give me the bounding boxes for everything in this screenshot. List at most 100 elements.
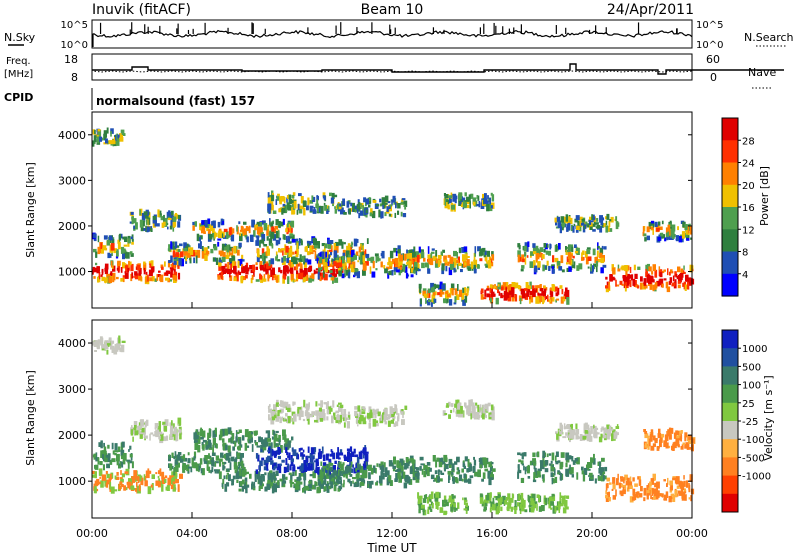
velocity-cell xyxy=(561,498,565,505)
power-cell xyxy=(141,213,146,221)
velocity-cell xyxy=(308,481,312,484)
velocity-cell xyxy=(274,483,277,490)
freq-tick-top: 18 xyxy=(64,53,78,66)
power-cell xyxy=(122,275,126,279)
power-cell xyxy=(212,220,216,229)
velocity-cell xyxy=(484,403,489,409)
power-cell xyxy=(180,258,184,267)
velocity-cell xyxy=(523,465,525,471)
power-cell xyxy=(333,273,336,279)
power-cell xyxy=(300,255,305,262)
beam-title: Beam 10 xyxy=(361,2,424,18)
power-cell xyxy=(101,249,104,254)
power-cell xyxy=(549,244,552,249)
power-cell xyxy=(669,237,673,240)
power-cell xyxy=(298,193,302,197)
power-cell xyxy=(198,237,201,242)
power-cell xyxy=(117,239,120,244)
power-cell xyxy=(462,200,465,207)
velocity-cell xyxy=(366,465,369,470)
power-cell xyxy=(309,200,314,204)
power-cell xyxy=(341,241,344,249)
power-cell xyxy=(351,256,355,262)
power-cell xyxy=(646,235,650,241)
velocity-cell xyxy=(623,477,625,484)
velocity-cell xyxy=(305,455,309,462)
velocity-cell xyxy=(162,421,166,426)
power-cell xyxy=(156,274,159,281)
power-cell xyxy=(650,226,654,230)
velocity-cell xyxy=(173,434,176,441)
velocity-cell xyxy=(155,480,159,486)
velocity-cell xyxy=(690,495,693,502)
velocity-cell xyxy=(461,468,464,473)
power-cell xyxy=(677,280,681,284)
velocity-cell xyxy=(311,411,316,416)
velocity-cell xyxy=(390,419,394,424)
velocity-cell xyxy=(187,458,191,464)
velocity-cell xyxy=(637,476,641,480)
velocity-cell xyxy=(243,482,246,489)
power-cell xyxy=(595,222,599,225)
power-cell xyxy=(143,211,148,216)
power-cell xyxy=(453,257,457,266)
velocity-cell xyxy=(432,502,434,509)
power-cell xyxy=(616,222,620,227)
power-cell xyxy=(399,264,403,267)
power-cell xyxy=(472,197,477,205)
power-cell xyxy=(186,252,191,258)
power-cell xyxy=(268,259,271,266)
velocity-cell xyxy=(259,465,261,472)
velocity-cell xyxy=(236,479,239,483)
velocity-cell xyxy=(558,429,561,432)
velocity-cell xyxy=(450,503,452,507)
power-cell xyxy=(574,244,577,248)
velocity-cell xyxy=(164,419,169,426)
power-cell xyxy=(293,279,296,282)
power-cell xyxy=(252,264,256,272)
power-cell xyxy=(220,271,223,280)
velocity-cell xyxy=(285,438,289,443)
velocity-cell xyxy=(111,345,115,353)
power-cell xyxy=(596,250,599,258)
velocity-cell xyxy=(314,460,316,463)
velocity-cell xyxy=(332,473,335,481)
velocity-cell xyxy=(370,480,374,485)
velocity-cell xyxy=(419,456,424,461)
velocity-cell xyxy=(104,479,106,487)
velocity-cell xyxy=(451,494,454,500)
velocity-cell xyxy=(681,444,684,449)
velocity-cell xyxy=(369,481,372,489)
power-cell xyxy=(443,298,447,304)
velocity-cell xyxy=(437,476,440,483)
power-cell xyxy=(185,243,189,252)
velocity-cell xyxy=(316,415,319,423)
power-cell xyxy=(316,199,319,207)
velocity-cell xyxy=(551,493,555,497)
velocity-cell xyxy=(537,468,540,471)
power-cell xyxy=(596,224,601,229)
velocity-cell xyxy=(140,481,143,485)
velocity-cell xyxy=(660,433,664,438)
power-cell xyxy=(495,287,498,290)
power-cell xyxy=(208,234,213,240)
power-cell xyxy=(603,246,607,250)
power-cell xyxy=(546,260,549,266)
power-cell xyxy=(574,251,579,254)
power-cell xyxy=(328,274,332,278)
power-cell xyxy=(586,247,591,250)
velocity-cell xyxy=(267,438,271,442)
power-cell xyxy=(365,212,368,218)
velocity-cell xyxy=(274,412,277,419)
power-cell xyxy=(183,248,188,252)
power-cell xyxy=(462,254,466,262)
velocity-cell xyxy=(520,498,524,505)
velocity-cell xyxy=(467,405,471,408)
velocity-cell xyxy=(307,455,311,459)
power-cell xyxy=(348,271,351,279)
power-cell xyxy=(677,266,681,273)
power-cell xyxy=(110,260,113,268)
velocity-cell xyxy=(454,461,458,465)
velocity-cell xyxy=(606,477,610,482)
velocity-cell xyxy=(214,462,217,467)
